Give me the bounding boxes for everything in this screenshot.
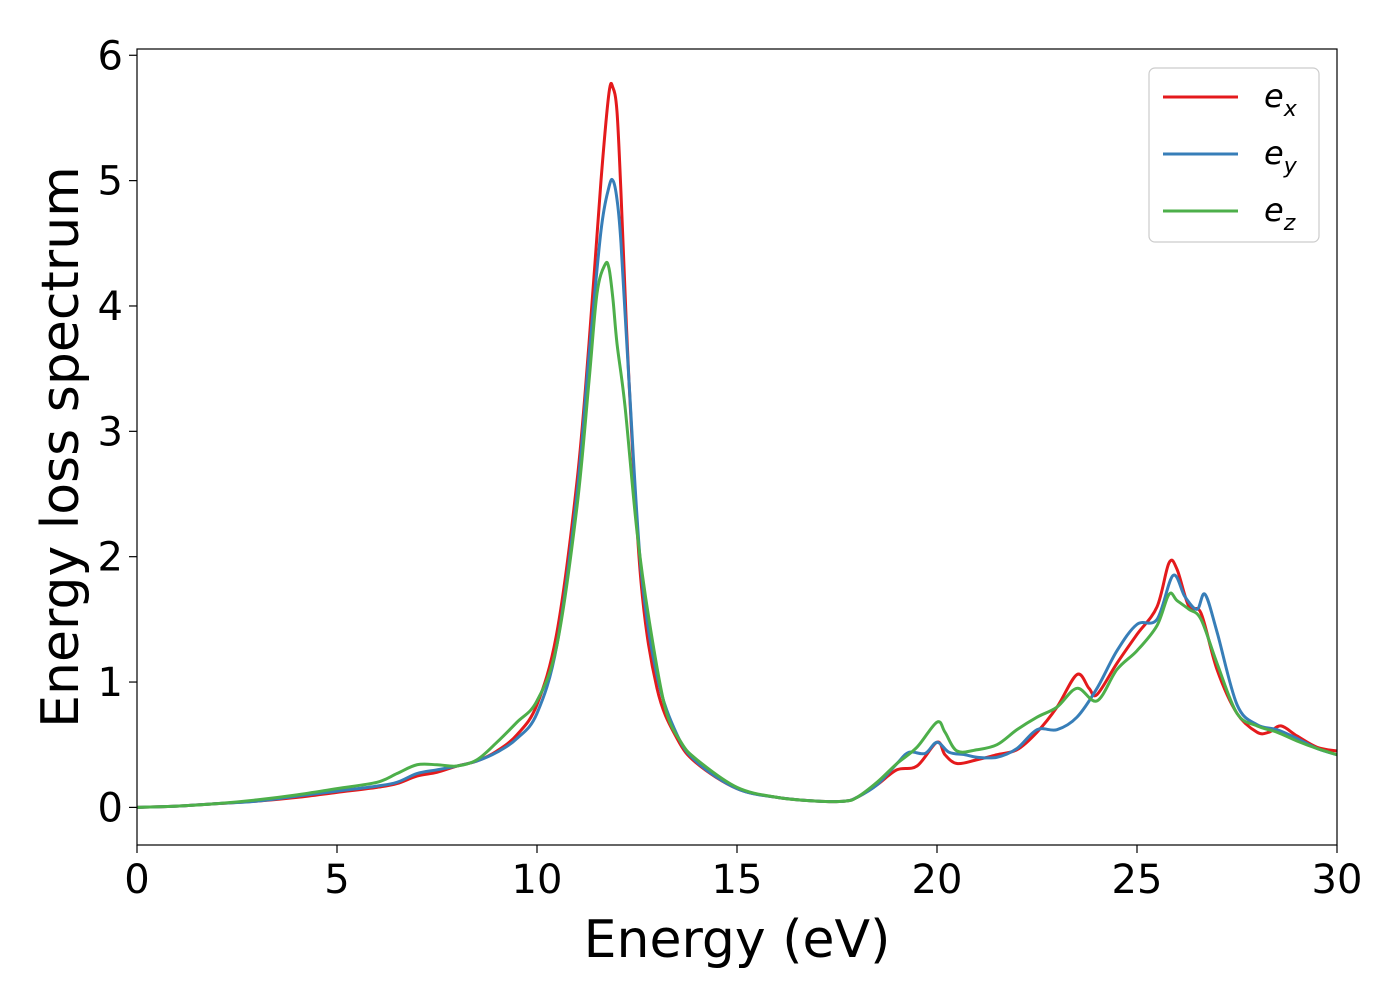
x-tick-label: 25 [1112,857,1163,903]
series-lines [137,81,1337,809]
y-axis-title: Energy loss spectrum [31,166,91,728]
y-tick-label: 3 [98,409,123,455]
x-tick-label: 30 [1312,857,1363,903]
x-tick-label: 0 [124,857,149,903]
legend-subscript-x: x [1283,97,1298,122]
legend-subscript-z: z [1283,211,1296,236]
x-tick-label: 10 [512,857,563,903]
x-tick-label: 15 [712,857,763,903]
x-tick-label: 5 [324,857,349,903]
y-tick-label: 4 [98,284,123,330]
legend-subscript-y: y [1283,154,1298,179]
axis-ticks: 0 5 10 15 20 25 30 0 1 2 3 4 5 6 [98,33,1363,903]
y-tick-label: 5 [98,159,123,205]
y-tick-label: 0 [98,785,123,831]
y-tick-label: 1 [98,660,123,706]
y-tick-label: 6 [98,33,123,79]
x-tick-label: 20 [912,857,963,903]
x-axis-title: Energy (eV) [584,910,891,970]
series-line-y [137,177,1337,809]
series-line-z [137,260,1337,809]
y-tick-label: 2 [98,535,123,581]
